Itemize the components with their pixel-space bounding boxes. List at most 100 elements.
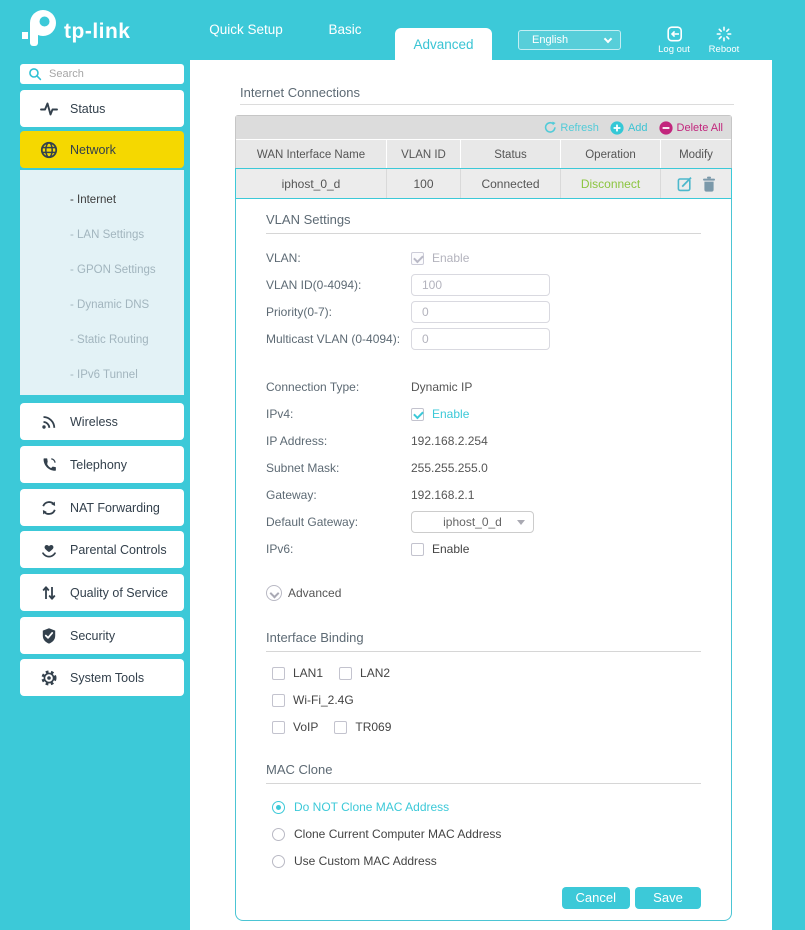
sidebar-item-security[interactable]: Security	[20, 617, 184, 654]
priority-input[interactable]	[411, 301, 550, 323]
reboot-button[interactable]: Reboot	[703, 26, 745, 55]
use-custom-radio[interactable]	[272, 854, 285, 868]
table-header-row: WAN Interface Name VLAN ID Status Operat…	[236, 139, 731, 169]
logout-button[interactable]: Log out	[655, 26, 693, 55]
sidebar-item-qos[interactable]: Quality of Service	[20, 574, 184, 611]
vlan-label: VLAN:	[266, 251, 301, 265]
sidebar-item-label: Telephony	[70, 457, 127, 472]
row-wan-interface-name: iphost_0_d	[281, 176, 341, 191]
sidebar-item-wireless[interactable]: Wireless	[20, 403, 184, 440]
submenu-item-static-routing[interactable]: - Static Routing	[70, 334, 149, 346]
advanced-toggle[interactable]: Advanced	[266, 582, 701, 604]
tplink-logo: tp-link	[22, 9, 131, 51]
default-gateway-dropdown[interactable]: iphost_0_d	[411, 511, 534, 533]
add-icon	[610, 120, 624, 135]
sidebar-item-nat-forwarding[interactable]: NAT Forwarding	[20, 489, 184, 526]
page-title: Internet Connections	[240, 85, 360, 100]
wifi-24g-checkbox[interactable]	[272, 693, 285, 707]
default-gateway-label: Default Gateway:	[266, 515, 359, 529]
sidebar-item-status[interactable]: Status	[20, 90, 184, 127]
clone-current-radio[interactable]	[272, 827, 285, 841]
network-submenu: - Internet - LAN Settings - GPON Setting…	[20, 170, 184, 395]
section-divider	[266, 651, 701, 652]
gear-icon	[40, 669, 58, 687]
sidebar-item-telephony[interactable]: Telephony	[20, 446, 184, 483]
do-not-clone-radio[interactable]	[272, 800, 285, 814]
vlan-id-input[interactable]	[411, 274, 550, 296]
delete-all-button[interactable]: Delete All	[658, 120, 723, 135]
voip-checkbox[interactable]	[272, 720, 285, 734]
submenu-item-gpon-settings[interactable]: - GPON Settings	[70, 264, 156, 276]
ipv4-enable-checkbox[interactable]	[411, 407, 424, 421]
edit-icon[interactable]	[677, 176, 693, 192]
column-header-wan-name: WAN Interface Name	[256, 148, 366, 161]
refresh-label: Refresh	[560, 121, 599, 134]
clone-current-label: Clone Current Computer MAC Address	[294, 827, 502, 841]
row-vlan-id: 100	[386, 169, 460, 198]
add-button[interactable]: Add	[610, 120, 648, 135]
refresh-icon	[545, 121, 557, 133]
gateway-label: Gateway:	[266, 488, 317, 502]
delete-all-icon	[658, 120, 673, 135]
sync-arrows-icon	[40, 499, 58, 517]
search-input[interactable]	[49, 68, 169, 80]
chevron-down-icon	[603, 34, 613, 44]
binding-row-lan: LAN1 LAN2	[272, 662, 701, 684]
heart-hand-icon	[40, 541, 58, 559]
ip-address-label: IP Address:	[266, 434, 328, 448]
submenu-item-dynamic-dns[interactable]: - Dynamic DNS	[70, 299, 150, 311]
tab-advanced[interactable]: Advanced	[395, 28, 492, 60]
ipv4-label: IPv4:	[266, 407, 294, 421]
dropdown-arrow-icon	[517, 520, 525, 525]
save-button[interactable]: Save	[635, 887, 701, 909]
tab-basic[interactable]: Basic	[328, 22, 362, 37]
sidebar-item-label: Parental Controls	[70, 542, 167, 557]
tab-quick-setup[interactable]: Quick Setup	[209, 22, 283, 37]
lan1-label: LAN1	[293, 666, 324, 680]
ipv6-enable-checkbox[interactable]	[411, 542, 424, 556]
tr069-checkbox[interactable]	[334, 720, 348, 734]
ipv6-row: IPv6: Enable	[266, 538, 701, 560]
default-gateway-value: iphost_0_d	[443, 515, 502, 529]
logout-label: Log out	[658, 44, 690, 55]
cancel-button[interactable]: Cancel	[561, 887, 630, 909]
language-dropdown[interactable]: English	[518, 30, 621, 50]
ipv4-row: IPv4: Enable	[266, 403, 701, 425]
column-header-modify: Modify	[660, 140, 731, 169]
vlan-enable-checkbox[interactable]	[411, 251, 424, 265]
section-divider	[266, 783, 701, 784]
binding-row-voip: VoIP TR069	[272, 716, 701, 738]
ip-address-value: 192.168.2.254	[411, 434, 488, 448]
priority-label: Priority(0-7):	[266, 305, 333, 319]
phone-icon	[40, 456, 58, 474]
lan2-checkbox[interactable]	[339, 666, 353, 680]
column-header-operation: Operation	[560, 140, 660, 169]
multicast-vlan-input[interactable]	[411, 328, 550, 350]
lan2-label: LAN2	[360, 666, 391, 680]
gateway-value: 192.168.2.1	[411, 488, 475, 502]
do-not-clone-label: Do NOT Clone MAC Address	[294, 800, 450, 814]
disconnect-link[interactable]: Disconnect	[560, 169, 660, 198]
sidebar-item-parental-controls[interactable]: Parental Controls	[20, 531, 184, 568]
vlan-enable-row: VLAN: Enable	[266, 247, 701, 269]
sidebar-search[interactable]	[20, 64, 184, 84]
top-header: tp-link Quick Setup Basic Advanced Engli…	[0, 0, 805, 60]
sidebar-item-network[interactable]: Network	[20, 131, 184, 168]
use-custom-label: Use Custom MAC Address	[294, 854, 437, 868]
multicast-vlan-row: Multicast VLAN (0-4094):	[266, 328, 701, 350]
connection-type-label: Connection Type:	[266, 380, 360, 394]
submenu-item-internet[interactable]: - Internet	[70, 194, 117, 206]
reboot-label: Reboot	[708, 44, 740, 55]
table-row[interactable]: iphost_0_d 100 Connected Disconnect	[235, 168, 732, 199]
reboot-icon	[716, 26, 732, 42]
tr069-label: TR069	[355, 720, 392, 734]
submenu-item-ipv6-tunnel[interactable]: - IPv6 Tunnel	[70, 369, 138, 381]
tplink-logo-icon	[22, 10, 56, 46]
table-toolbar: Refresh Add Delete All	[236, 116, 731, 139]
lan1-checkbox[interactable]	[272, 666, 285, 680]
mac-clone-option-row: Do NOT Clone MAC Address	[272, 796, 701, 818]
submenu-item-lan-settings[interactable]: - LAN Settings	[70, 229, 145, 241]
trash-icon[interactable]	[702, 176, 716, 192]
refresh-button[interactable]: Refresh	[543, 121, 599, 134]
sidebar-item-system-tools[interactable]: System Tools	[20, 659, 184, 696]
